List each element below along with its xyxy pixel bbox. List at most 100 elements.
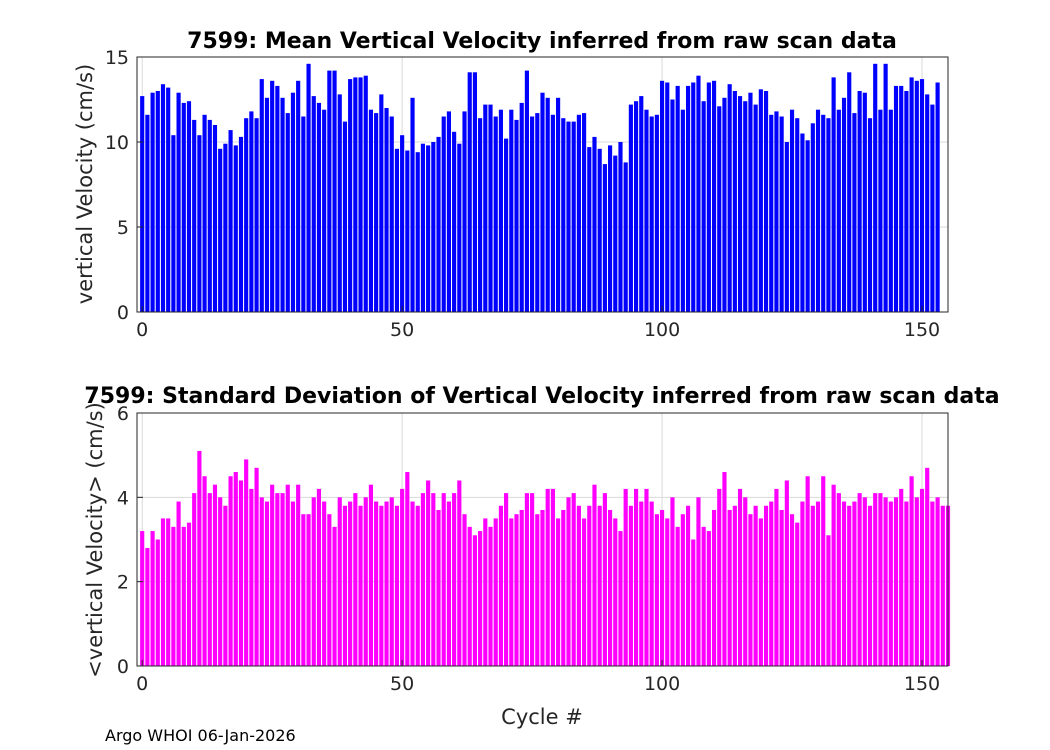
bar: [852, 501, 857, 666]
bar: [452, 131, 457, 312]
bar: [873, 493, 878, 666]
bar: [348, 79, 353, 312]
bar: [774, 111, 779, 313]
bar: [176, 501, 181, 666]
bar: [400, 135, 405, 312]
bar: [795, 118, 800, 312]
bar: [212, 484, 218, 666]
mean-velocity-chart: 0 50 100 150 0 5 10 15 7599: Mean Vertical Velo…: [73, 29, 949, 341]
bar: [691, 82, 696, 312]
footer-credit: Argo WHOI 06-Jan-2026: [105, 726, 296, 745]
bar: [332, 526, 337, 666]
bar: [504, 493, 509, 666]
bar: [296, 80, 301, 312]
bar: [514, 119, 519, 313]
bar: [441, 116, 446, 312]
bar: [691, 539, 696, 666]
bar: [633, 488, 639, 666]
bars: [140, 63, 940, 313]
bar: [348, 501, 353, 666]
bar: [919, 79, 925, 312]
bar: [680, 109, 685, 312]
bar: [384, 108, 389, 312]
bar: [145, 547, 150, 666]
bar: [784, 480, 789, 666]
bar: [457, 480, 462, 666]
bar: [207, 493, 212, 666]
bar: [394, 505, 400, 666]
bar: [556, 518, 561, 666]
bar: [649, 501, 654, 666]
bar: [696, 75, 701, 312]
bar: [867, 118, 873, 312]
bar: [836, 109, 841, 312]
bar: [483, 104, 488, 312]
bar: [831, 77, 836, 313]
bar: [748, 514, 753, 666]
bar: [176, 92, 181, 312]
bar: [789, 109, 795, 312]
bar: [332, 70, 337, 312]
std-velocity-chart: 0 50 100 150 0 2 4 6 7599: Standard Deviation o…: [83, 384, 1000, 729]
bar: [628, 505, 633, 666]
bar: [602, 164, 607, 312]
bar: [805, 140, 810, 312]
bar: [192, 493, 197, 666]
bar: [212, 125, 218, 312]
bar: [727, 509, 732, 666]
y-tick-label: 10: [105, 132, 129, 154]
bar: [420, 143, 426, 312]
bar: [202, 114, 207, 312]
y-tick-label: 0: [117, 302, 129, 324]
bar: [566, 121, 571, 312]
bar: [618, 531, 623, 666]
bar: [680, 514, 685, 666]
bar: [363, 497, 368, 666]
bar: [140, 531, 145, 666]
bar: [576, 114, 581, 312]
bar: [488, 526, 493, 666]
bar: [337, 497, 342, 666]
bar: [784, 142, 789, 312]
bar: [285, 484, 290, 666]
bar: [592, 484, 597, 666]
bar: [488, 104, 493, 312]
chart-title: 7599: Standard Deviation of Vertical Vel…: [84, 384, 999, 409]
bar: [374, 113, 379, 312]
bar: [540, 92, 545, 312]
bar: [535, 113, 540, 312]
bar: [821, 114, 826, 312]
y-tick-label: 15: [105, 47, 129, 69]
bar: [722, 472, 727, 666]
bar: [893, 497, 899, 666]
bar: [847, 72, 852, 312]
bar: [899, 85, 904, 313]
bar: [254, 118, 259, 312]
bar: [587, 505, 592, 666]
bar: [270, 80, 275, 312]
bar: [639, 96, 644, 312]
bar: [613, 155, 618, 312]
bar: [519, 509, 524, 666]
axes-frame: [136, 412, 949, 667]
bar: [483, 518, 488, 666]
bar: [758, 89, 763, 312]
bar: [888, 109, 893, 312]
bar: [763, 91, 769, 312]
y-tick-label: 4: [117, 487, 129, 509]
bar: [462, 514, 467, 666]
bar: [623, 162, 628, 312]
bar: [654, 114, 659, 312]
bar: [841, 97, 847, 312]
bar: [155, 539, 160, 666]
bar: [857, 91, 862, 312]
bar: [405, 150, 410, 312]
bar: [368, 109, 374, 312]
bar: [701, 526, 706, 666]
bar: [238, 480, 244, 666]
bar: [618, 142, 623, 312]
bar: [478, 531, 483, 666]
bar: [550, 114, 555, 312]
bar: [467, 526, 472, 666]
bar: [431, 142, 436, 312]
